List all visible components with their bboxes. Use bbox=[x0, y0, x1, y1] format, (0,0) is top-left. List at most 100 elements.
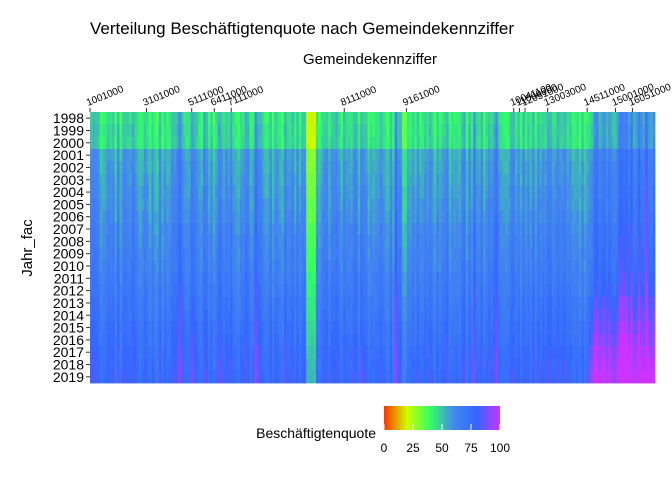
heatmap-cell bbox=[637, 148, 641, 162]
heatmap-cell bbox=[652, 358, 656, 372]
heatmap-cell bbox=[406, 346, 410, 359]
heatmap-cell bbox=[158, 358, 162, 372]
heatmap-cell bbox=[608, 272, 612, 285]
heatmap-cell bbox=[389, 173, 393, 187]
heatmap-cell bbox=[635, 173, 639, 187]
heatmap-cell bbox=[175, 148, 179, 162]
heatmap-cell bbox=[210, 247, 214, 261]
heatmap-cell bbox=[257, 112, 260, 125]
heatmap-cell bbox=[185, 247, 189, 261]
heatmap-cell bbox=[608, 136, 612, 150]
heatmap-cell bbox=[524, 235, 528, 248]
heatmap-cell bbox=[281, 370, 285, 384]
heatmap-cell bbox=[384, 136, 388, 150]
heatmap-cell bbox=[640, 148, 644, 162]
heatmap-cell bbox=[114, 333, 118, 347]
heatmap-cell bbox=[394, 296, 398, 310]
heatmap-cell bbox=[527, 235, 531, 248]
heatmap-cell bbox=[409, 148, 413, 162]
heatmap-cell bbox=[483, 272, 486, 285]
heatmap-cell bbox=[244, 148, 248, 162]
heatmap-cell bbox=[573, 247, 577, 261]
heatmap-cell bbox=[424, 222, 427, 236]
heatmap-cell bbox=[512, 222, 516, 236]
heatmap-cell bbox=[291, 235, 295, 248]
heatmap-cell bbox=[583, 259, 587, 273]
heatmap-cell bbox=[505, 284, 509, 298]
heatmap-cell bbox=[495, 247, 499, 261]
heatmap-cell bbox=[203, 247, 206, 261]
heatmap-cell bbox=[578, 259, 582, 273]
heatmap-cell bbox=[465, 272, 469, 285]
heatmap-cell bbox=[625, 210, 629, 224]
heatmap-cell bbox=[458, 321, 462, 335]
heatmap-cell bbox=[635, 235, 639, 248]
heatmap-cell bbox=[254, 185, 258, 199]
heatmap-cell bbox=[244, 370, 248, 384]
heatmap-cell bbox=[620, 173, 624, 187]
heatmap-cell bbox=[451, 222, 454, 236]
heatmap-cell bbox=[222, 222, 226, 236]
heatmap-cell bbox=[109, 222, 113, 236]
heatmap-cell bbox=[242, 259, 246, 273]
heatmap-cell bbox=[382, 161, 386, 174]
heatmap-cell bbox=[463, 358, 467, 372]
heatmap-cell bbox=[318, 370, 322, 384]
heatmap-cell bbox=[323, 272, 327, 285]
heatmap-cell bbox=[630, 346, 634, 359]
heatmap-cell bbox=[512, 247, 516, 261]
heatmap-cell bbox=[207, 235, 211, 248]
heatmap-cell bbox=[298, 112, 302, 125]
heatmap-cell bbox=[242, 185, 246, 199]
heatmap-cell bbox=[92, 136, 96, 150]
heatmap-cell bbox=[406, 222, 410, 236]
heatmap-cell bbox=[264, 346, 268, 359]
heatmap-cell bbox=[242, 296, 246, 310]
heatmap-cell bbox=[605, 321, 609, 335]
heatmap-cell bbox=[416, 309, 420, 322]
heatmap-cell bbox=[416, 259, 420, 273]
heatmap-cell bbox=[627, 222, 631, 236]
heatmap-cell bbox=[495, 309, 499, 322]
heatmap-cell bbox=[377, 259, 381, 273]
heatmap-cell bbox=[510, 136, 513, 150]
heatmap-cell bbox=[220, 136, 224, 150]
heatmap-cell bbox=[382, 358, 386, 372]
heatmap-cell bbox=[382, 333, 386, 347]
heatmap-cell bbox=[107, 136, 111, 150]
heatmap-cell bbox=[293, 358, 297, 372]
heatmap-cell bbox=[640, 284, 644, 298]
heatmap-cell bbox=[90, 296, 93, 310]
heatmap-cell bbox=[571, 235, 575, 248]
heatmap-cell bbox=[134, 210, 138, 224]
heatmap-cell bbox=[542, 173, 545, 187]
heatmap-cell bbox=[333, 346, 337, 359]
heatmap-cell bbox=[316, 136, 319, 150]
heatmap-cell bbox=[259, 124, 263, 138]
heatmap-cell bbox=[244, 198, 248, 211]
heatmap-cell bbox=[487, 346, 491, 359]
heatmap-cell bbox=[114, 235, 118, 248]
heatmap-cell bbox=[252, 210, 255, 224]
heatmap-cell bbox=[316, 370, 319, 384]
heatmap-cell bbox=[114, 358, 118, 372]
heatmap-cell bbox=[266, 346, 270, 359]
heatmap-cell bbox=[475, 124, 479, 138]
heatmap-cell bbox=[571, 136, 575, 150]
heatmap-cell bbox=[330, 247, 334, 261]
heatmap-cell bbox=[242, 284, 246, 298]
heatmap-cell bbox=[227, 210, 231, 224]
heatmap-cell bbox=[129, 358, 133, 372]
heatmap-cell bbox=[404, 346, 408, 359]
heatmap-cell bbox=[168, 259, 172, 273]
heatmap-cell bbox=[146, 259, 150, 273]
heatmap-cell bbox=[360, 296, 364, 310]
heatmap-cell bbox=[502, 235, 506, 248]
heatmap-cell bbox=[399, 333, 403, 347]
heatmap-cell bbox=[257, 321, 260, 335]
heatmap-cell bbox=[281, 198, 285, 211]
heatmap-cell bbox=[119, 148, 123, 162]
heatmap-cell bbox=[276, 185, 280, 199]
heatmap-cell bbox=[90, 235, 93, 248]
heatmap-cell bbox=[104, 185, 108, 199]
